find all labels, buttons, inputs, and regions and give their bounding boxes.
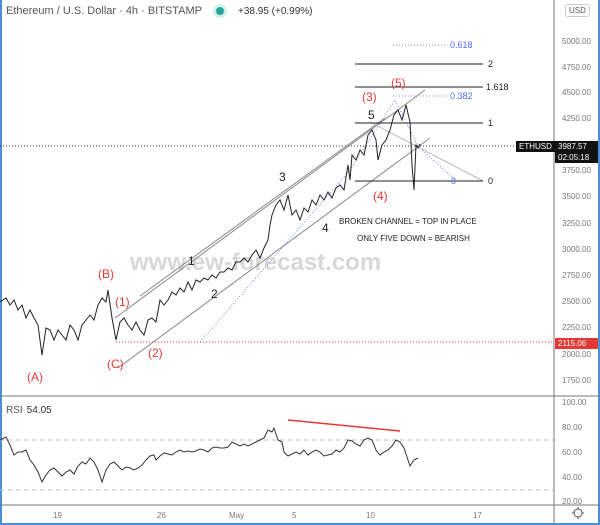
wave-labels-red: (A) (B) (C) (1) (2) (3) (4) (5): [27, 76, 406, 384]
svg-text:3000.00: 3000.00: [562, 245, 591, 254]
trend-channel: [114, 89, 431, 369]
svg-text:(C): (C): [107, 357, 124, 371]
countdown-tag: 02:05:18: [555, 152, 598, 163]
svg-text:17: 17: [473, 511, 482, 520]
svg-text:2250.00: 2250.00: [562, 323, 591, 332]
svg-text:1: 1: [188, 254, 195, 268]
svg-text:5000.00: 5000.00: [562, 37, 591, 46]
svg-text:40.00: 40.00: [562, 473, 583, 482]
rsi-axis-labels: 100.00 80.00 60.00 40.00 20.00: [562, 398, 587, 506]
svg-text:(B): (B): [98, 267, 114, 281]
svg-text:4250.00: 4250.00: [562, 114, 591, 123]
last-price-tag: 3987.57: [555, 141, 598, 152]
wave-labels-black: 1 2 3 4 5: [188, 108, 375, 301]
svg-text:May: May: [229, 511, 244, 520]
svg-text:2000.00: 2000.00: [562, 350, 591, 359]
svg-text:26: 26: [157, 511, 166, 520]
svg-text:1750.00: 1750.00: [562, 376, 591, 385]
annotation-line-2: ONLY FIVE DOWN = BEARISH: [357, 234, 470, 243]
market-status-icon: [216, 7, 225, 15]
svg-text:4: 4: [322, 221, 329, 235]
rsi-legend: RSI 54.05: [6, 405, 52, 416]
svg-text:100.00: 100.00: [562, 398, 587, 407]
svg-text:0: 0: [451, 176, 456, 186]
svg-text:4750.00: 4750.00: [562, 63, 591, 72]
svg-text:4500.00: 4500.00: [562, 88, 591, 97]
svg-text:19: 19: [53, 511, 62, 520]
svg-text:3750.00: 3750.00: [562, 166, 591, 175]
annotation-line-1: BROKEN CHANNEL = TOP IN PLACE: [339, 217, 477, 226]
svg-text:3500.00: 3500.00: [562, 192, 591, 201]
svg-text:0.382: 0.382: [450, 91, 473, 101]
svg-text:2500.00: 2500.00: [562, 297, 591, 306]
symbol-tag: ETHUSD: [516, 141, 555, 152]
rsi-label: RSI: [6, 405, 23, 416]
price-change: +38.95 (+0.99%): [238, 5, 313, 17]
watermark: www.ew-forecast.com: [129, 249, 381, 276]
svg-text:60.00: 60.00: [562, 448, 583, 457]
svg-text:20.00: 20.00: [562, 497, 583, 506]
svg-text:10: 10: [366, 511, 375, 520]
settings-gear-icon: [572, 507, 584, 519]
rsi-divergence-line: [287, 419, 401, 432]
currency-button[interactable]: USD: [565, 4, 590, 17]
svg-text:(3): (3): [362, 90, 377, 104]
chart-header: Ethereum / U.S. Dollar · 4h · BITSTAMP +…: [6, 5, 313, 17]
symbol-title[interactable]: Ethereum / U.S. Dollar · 4h · BITSTAMP: [6, 5, 203, 17]
svg-text:5: 5: [292, 511, 297, 520]
svg-text:3: 3: [279, 170, 286, 184]
svg-text:(A): (A): [27, 370, 43, 384]
svg-text:(4): (4): [373, 189, 388, 203]
svg-text:1.618: 1.618: [486, 82, 509, 92]
svg-text:(5): (5): [391, 76, 406, 90]
svg-text:2: 2: [211, 287, 218, 301]
svg-text:0.618: 0.618: [450, 40, 473, 50]
svg-text:0: 0: [488, 176, 493, 186]
low-level-tag: 2115.06: [555, 338, 598, 349]
svg-text:2750.00: 2750.00: [562, 271, 591, 280]
svg-text:1: 1: [488, 118, 493, 128]
svg-text:80.00: 80.00: [562, 423, 583, 432]
svg-text:2: 2: [488, 59, 493, 69]
svg-text:(2): (2): [148, 346, 163, 360]
svg-text:5: 5: [368, 108, 375, 122]
price-axis-labels: 5000.00 4750.00 4500.00 4250.00 3750.00 …: [562, 37, 591, 385]
svg-text:(1): (1): [115, 295, 130, 309]
rsi-value: 54.05: [26, 405, 52, 416]
svg-text:3250.00: 3250.00: [562, 219, 591, 228]
time-axis-labels: 19 26 May 5 10 17: [53, 511, 482, 520]
